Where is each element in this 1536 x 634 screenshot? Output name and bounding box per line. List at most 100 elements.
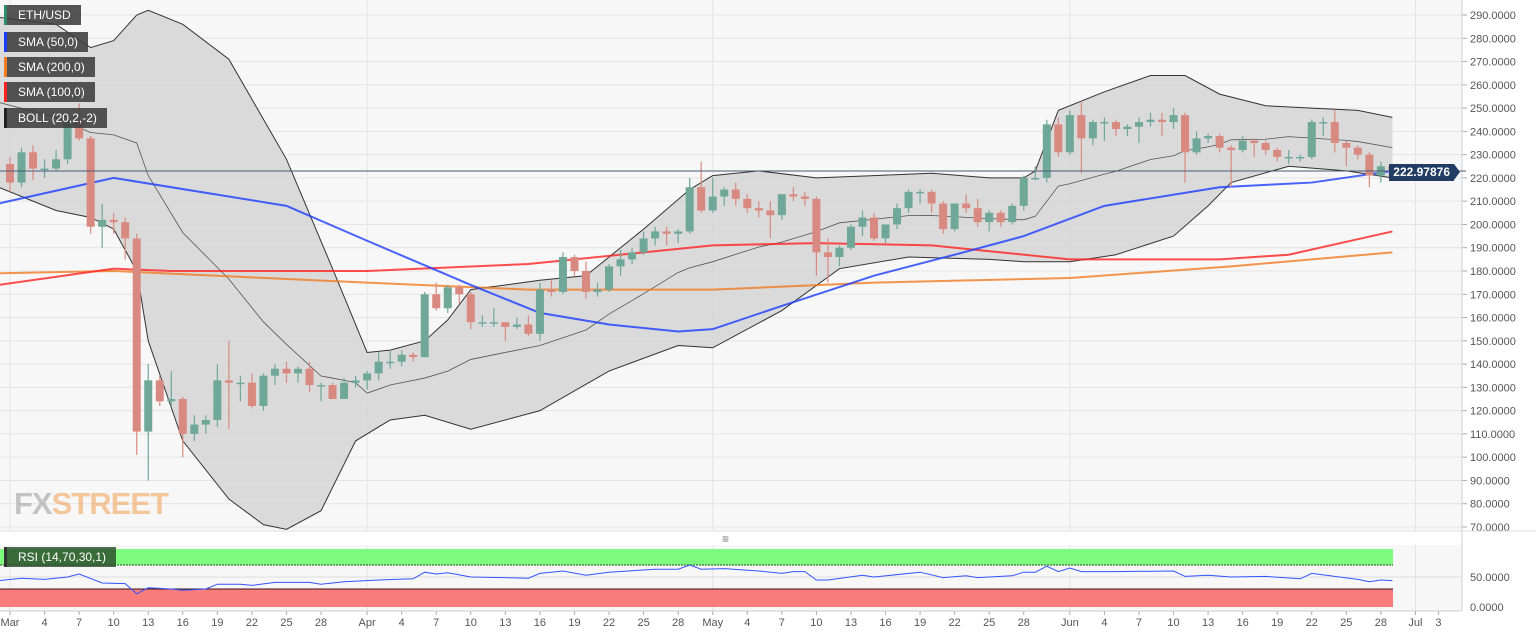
x-tick-label: 4 (1101, 617, 1107, 629)
rsi-y-tick-label: 0.0000 (1470, 602, 1504, 614)
candle-bullish (628, 252, 637, 260)
candle-bearish (870, 217, 878, 239)
candle-bearish (1215, 136, 1224, 148)
candle-bullish (674, 231, 683, 234)
candle-bullish (1088, 122, 1097, 139)
candle-bullish (881, 224, 890, 239)
candle-bullish (363, 373, 372, 381)
candle-bullish (1065, 115, 1074, 153)
x-tick-label: 25 (637, 617, 649, 629)
candle-bullish (835, 247, 844, 258)
y-tick-label: 100.0000 (1470, 452, 1516, 464)
candle-bearish (1054, 124, 1063, 153)
x-tick-label: Jun (1061, 617, 1079, 629)
watermark-street: STREET (51, 486, 169, 521)
candle-bullish (846, 226, 855, 248)
x-tick-label: 25 (983, 617, 995, 629)
candle-bullish (270, 368, 279, 376)
legend-sma-50[interactable]: SMA (50,0) (4, 32, 89, 52)
x-tick-label: Mar (1, 617, 20, 629)
candle-bullish (1134, 122, 1143, 127)
x-tick-label: 4 (744, 617, 750, 629)
candle-bearish (789, 194, 798, 197)
y-tick-label: 250.0000 (1470, 103, 1516, 115)
candle-bullish (1284, 156, 1293, 159)
candle-bullish (1008, 205, 1017, 223)
y-tick-label: 230.0000 (1470, 150, 1516, 162)
watermark-fx: FX (14, 486, 53, 521)
y-tick-label: 110.0000 (1470, 429, 1515, 441)
y-tick-label: 70.0000 (1470, 522, 1510, 534)
candle-bullish (340, 382, 349, 399)
candle-bearish (6, 163, 14, 183)
candle-bullish (63, 122, 72, 160)
x-tick-label: Apr (359, 617, 376, 629)
candle-bearish (1181, 115, 1190, 153)
candle-bearish (501, 322, 510, 327)
candle-bearish (132, 238, 141, 432)
y-tick-label: 200.0000 (1470, 219, 1516, 231)
candle-bullish (1307, 122, 1316, 157)
candle-bearish (1261, 143, 1270, 150)
candle-bullish (616, 259, 625, 267)
x-tick-label: 28 (1018, 617, 1030, 629)
x-tick-label: 28 (315, 617, 327, 629)
candle-bullish (397, 354, 406, 362)
candle-bullish (904, 191, 913, 209)
y-tick-label: 290.0000 (1470, 10, 1516, 22)
candle-bullish (777, 194, 786, 216)
legend-rsi[interactable]: RSI (14,70,30,1) (4, 547, 117, 567)
candle-bullish (985, 212, 994, 223)
bollinger-band-fill (0, 10, 1393, 530)
candle-bearish (766, 210, 775, 216)
legend-sma-200[interactable]: SMA (200,0) (4, 57, 95, 77)
y-tick-label: 160.0000 (1470, 313, 1516, 325)
candle-bullish (1192, 138, 1201, 153)
candle-bullish (639, 238, 648, 253)
x-tick-label: 4 (41, 617, 47, 629)
y-tick-label: 130.0000 (1470, 382, 1516, 394)
sma-50-line (0, 169, 1393, 333)
candle-bearish (731, 189, 740, 199)
candle-bullish (236, 382, 245, 385)
candle-bearish (697, 187, 706, 211)
candle-bullish (98, 219, 107, 227)
candle-bearish (1365, 154, 1374, 176)
candle-bearish (1273, 149, 1282, 157)
legend-eth-usd[interactable]: ETH/USD (4, 5, 81, 25)
sma-200-line (0, 251, 1393, 291)
candle-bearish (86, 138, 95, 227)
candle-bearish (109, 219, 118, 223)
candle-bearish (754, 208, 763, 211)
candle-bullish (443, 287, 452, 309)
x-tick-label: 10 (1167, 617, 1179, 629)
x-tick-label: 10 (465, 617, 477, 629)
candle-bearish (973, 208, 982, 223)
x-tick-label: 10 (810, 617, 822, 629)
candle-bullish (651, 231, 660, 239)
legend-sma-100[interactable]: SMA (100,0) (4, 82, 95, 102)
y-tick-label: 210.0000 (1470, 196, 1516, 208)
candle-bullish (558, 257, 567, 292)
candle-bearish (1227, 147, 1236, 150)
legend-bollinger[interactable]: BOLL (20,2,-2) (4, 108, 107, 128)
y-tick-label: 240.0000 (1470, 126, 1516, 138)
candle-bullish (593, 289, 602, 292)
x-tick-label: 22 (949, 617, 961, 629)
x-tick-label: 25 (280, 617, 292, 629)
x-tick-label: 16 (879, 617, 891, 629)
x-tick-label: 28 (672, 617, 684, 629)
x-tick-label: 13 (499, 617, 511, 629)
candle-bearish (823, 252, 832, 258)
candle-bearish (409, 354, 418, 358)
x-tick-label: 19 (1271, 617, 1283, 629)
candle-bullish (259, 375, 268, 406)
candle-bullish (1146, 119, 1155, 123)
pane-resize-handle-icon[interactable]: ≡ (722, 532, 730, 546)
candle-bearish (570, 257, 579, 271)
x-tick-label: 7 (76, 617, 82, 629)
candle-bullish (1019, 177, 1028, 206)
candle-bullish (52, 159, 61, 169)
y-tick-label: 190.0000 (1470, 243, 1516, 255)
